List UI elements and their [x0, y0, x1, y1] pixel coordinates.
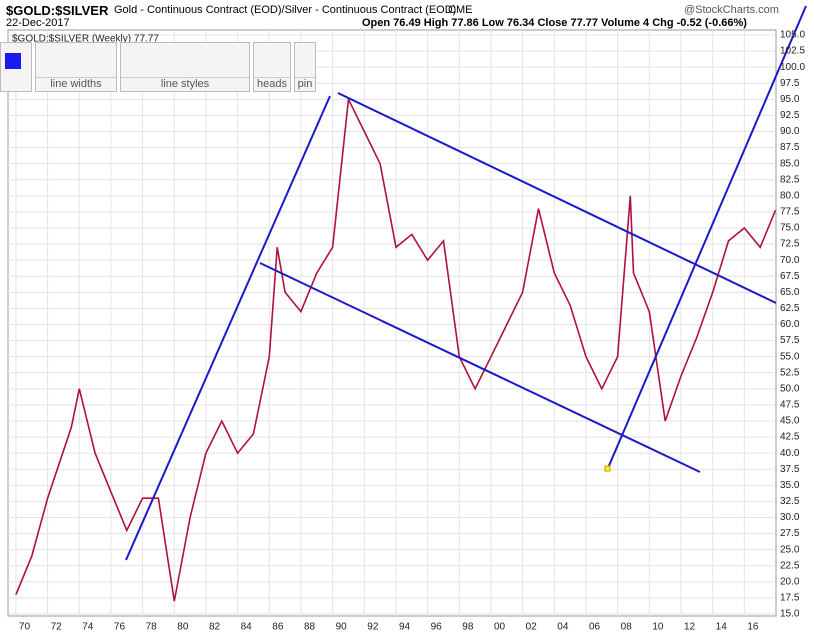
x-tick-label: 84: [241, 622, 253, 633]
date: 22-Dec-2017: [6, 17, 70, 29]
y-tick-label: 20.0: [780, 576, 800, 587]
x-tick-label: 08: [621, 622, 633, 633]
price-line: [15, 96, 777, 602]
y-tick-label: 15.0: [780, 609, 800, 620]
y-tick-label: 97.5: [780, 78, 800, 89]
x-tick-label: 88: [304, 622, 316, 633]
symbol: $GOLD:$SILVER: [6, 3, 109, 18]
x-tick-label: 04: [557, 622, 569, 633]
y-tick-label: 80.0: [780, 190, 800, 201]
x-tick-label: 70: [19, 622, 31, 633]
y-tick-label: 77.5: [780, 207, 800, 218]
y-tick-label: 57.5: [780, 335, 800, 346]
quote: Open 76.49 High 77.86 Low 76.34 Close 77…: [362, 17, 747, 29]
y-tick-label: 75.0: [780, 223, 800, 234]
x-tick-label: 12: [684, 622, 696, 633]
toolbar: line widths line styles heads pin: [0, 42, 316, 92]
y-tick-label: 102.5: [780, 46, 805, 57]
y-tick-label: 87.5: [780, 142, 800, 153]
y-tick-label: 90.0: [780, 126, 800, 137]
y-tick-label: 30.0: [780, 512, 800, 523]
x-tick-label: 82: [209, 622, 221, 633]
legend: $GOLD:$SILVER (Weekly) 77.77: [12, 34, 159, 45]
y-tick-label: 50.0: [780, 383, 800, 394]
line-styles[interactable]: line styles: [120, 42, 250, 92]
y-tick-label: 60.0: [780, 319, 800, 330]
y-tick-label: 22.5: [780, 560, 800, 571]
line-widths[interactable]: line widths: [35, 42, 117, 92]
pin[interactable]: pin: [294, 42, 316, 92]
x-tick-label: 94: [399, 622, 411, 633]
y-tick-label: 27.5: [780, 528, 800, 539]
x-tick-label: 96: [431, 622, 443, 633]
y-tick-label: 55.0: [780, 351, 800, 362]
trend-line: [607, 5, 807, 469]
y-tick-label: 72.5: [780, 239, 800, 250]
x-tick-label: 02: [526, 622, 538, 633]
y-tick-label: 32.5: [780, 496, 800, 507]
y-tick-label: 37.5: [780, 464, 800, 475]
y-tick-label: 85.0: [780, 158, 800, 169]
y-tick-label: 40.0: [780, 448, 800, 459]
x-tick-label: 90: [336, 622, 348, 633]
x-tick-label: 14: [716, 622, 728, 633]
y-tick-label: 95.0: [780, 94, 800, 105]
x-tick-label: 06: [589, 622, 601, 633]
trend-line: [337, 92, 777, 304]
plot-frame: [7, 29, 777, 617]
y-tick-label: 47.5: [780, 400, 800, 411]
x-tick-label: 72: [51, 622, 63, 633]
x-tick-label: 74: [82, 622, 94, 633]
y-tick-label: 25.0: [780, 544, 800, 555]
color-picker[interactable]: [0, 42, 32, 92]
y-tick-label: 17.5: [780, 593, 800, 604]
x-tick-label: 16: [747, 622, 759, 633]
x-tick-label: 80: [177, 622, 189, 633]
group-label: pin: [295, 77, 315, 90]
y-tick-label: 42.5: [780, 432, 800, 443]
y-tick-label: 35.0: [780, 480, 800, 491]
x-tick-label: 00: [494, 622, 506, 633]
heads[interactable]: heads: [253, 42, 291, 92]
group-label: heads: [254, 77, 290, 90]
trend-line: [259, 262, 701, 473]
brand: @StockCharts.com: [684, 4, 779, 16]
y-tick-label: 82.5: [780, 174, 800, 185]
y-tick-label: 100.0: [780, 62, 805, 73]
group-label: line styles: [121, 77, 249, 90]
y-tick-label: 45.0: [780, 416, 800, 427]
x-tick-label: 10: [652, 622, 664, 633]
y-tick-label: 62.5: [780, 303, 800, 314]
x-tick-label: 76: [114, 622, 126, 633]
anchor-point: [604, 465, 611, 472]
y-tick-label: 105.0: [780, 30, 805, 41]
y-tick-label: 65.0: [780, 287, 800, 298]
x-tick-label: 86: [272, 622, 284, 633]
y-tick-label: 92.5: [780, 110, 800, 121]
x-tick-label: 78: [146, 622, 158, 633]
description: Gold - Continuous Contract (EOD)/Silver …: [114, 4, 457, 16]
x-tick-label: 92: [367, 622, 379, 633]
group-label: line widths: [36, 77, 116, 90]
trend-line: [125, 95, 331, 561]
exchange: CME: [448, 4, 473, 16]
y-tick-label: 70.0: [780, 255, 800, 266]
x-tick-label: 98: [462, 622, 474, 633]
y-tick-label: 67.5: [780, 271, 800, 282]
y-tick-label: 52.5: [780, 367, 800, 378]
